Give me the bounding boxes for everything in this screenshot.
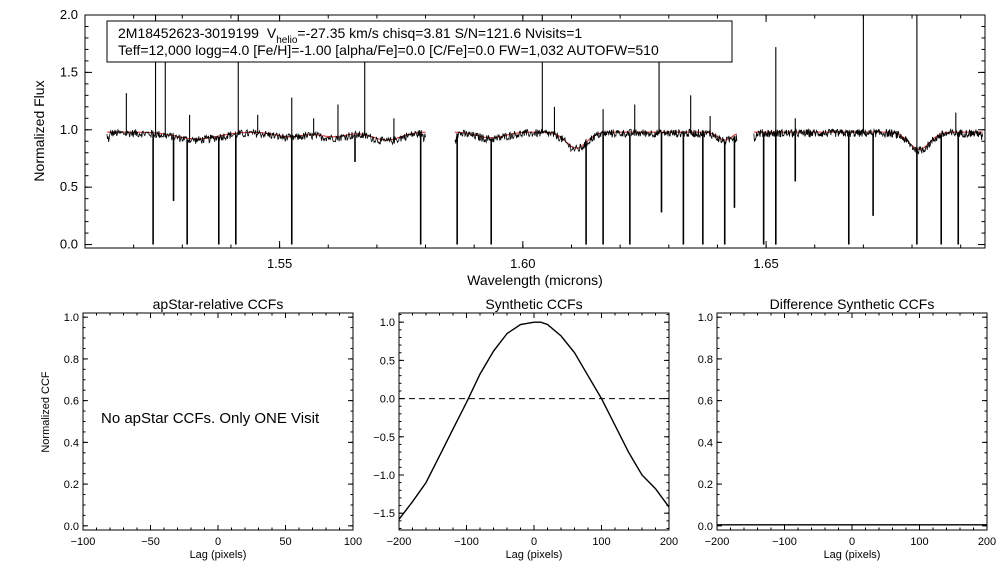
x-tick-label: −200 xyxy=(705,536,730,548)
synthetic-ccf-y-ticks: −1.5 −1.0 −0.5 0.0 0.5 1.0 xyxy=(373,314,669,529)
y-tick-label: 0.4 xyxy=(64,437,79,449)
y-tick-label: 0.0 xyxy=(698,521,713,533)
y-tick-label: 0.5 xyxy=(380,355,395,367)
y-tick-label: 0.4 xyxy=(698,437,713,449)
apstar-ccf-y-label: Normalized CCF xyxy=(40,371,52,453)
observed-spectrum-lines xyxy=(106,15,983,245)
x-tick-label: 1.65 xyxy=(753,256,778,271)
x-tick-label: 100 xyxy=(910,536,928,548)
synthetic-ccf-curve xyxy=(398,321,670,520)
y-tick-label: 0.8 xyxy=(698,354,713,366)
y-tick-label: 2.0 xyxy=(60,7,78,22)
info-line-1-values: =-27.35 km/s chisq=3.81 S/N=121.6 Nvisit… xyxy=(297,25,582,41)
spectrum-panel: 0.0 0.5 1.0 1.5 2.0 1.55 1.60 1.65 Wavelength … xyxy=(31,7,986,288)
spectrum-plot-frame xyxy=(84,14,986,249)
y-tick-label: 1.0 xyxy=(60,122,78,137)
x-tick-label: −50 xyxy=(141,536,160,548)
y-tick-label: 0.2 xyxy=(698,479,713,491)
y-tick-label: 1.5 xyxy=(60,64,78,79)
observed-spectrum-chip-3 xyxy=(753,127,983,155)
synthetic-ccf-frame xyxy=(398,312,670,531)
difference-ccf-x-label: Lag (pixels) xyxy=(824,549,881,561)
y-tick-label: 0.5 xyxy=(60,179,78,194)
y-tick-label: 0.0 xyxy=(64,521,79,533)
x-tick-label: 200 xyxy=(660,536,678,548)
difference-ccf-x-ticks: −200 −100 0 100 200 xyxy=(705,313,996,548)
info-line-1: 2M18452623-3019199 Vhelio=-27.35 km/s chi… xyxy=(118,25,582,46)
spectrum-x-axis-label: Wavelength (microns) xyxy=(467,272,603,288)
y-tick-label: −0.5 xyxy=(373,432,395,444)
star-id: 2M18452623-3019199 xyxy=(118,25,259,41)
synthetic-ccf-title: Synthetic CCFs xyxy=(485,296,582,312)
y-tick-label: −1.5 xyxy=(373,508,395,520)
synthetic-ccf-panel: −1.5 −1.0 −0.5 0.0 0.5 1.0 −200 −100 0 100 200 Sy… xyxy=(373,296,678,561)
x-tick-label: −200 xyxy=(387,536,412,548)
y-tick-label: 0.6 xyxy=(64,396,79,408)
y-tick-label: 0.2 xyxy=(64,479,79,491)
x-tick-label: 100 xyxy=(344,536,362,548)
x-tick-label: 50 xyxy=(279,536,291,548)
x-tick-label: 1.55 xyxy=(267,256,292,271)
synthetic-ccf-x-label: Lag (pixels) xyxy=(506,549,563,561)
x-tick-label: 1.60 xyxy=(510,256,535,271)
y-tick-label: 1.0 xyxy=(698,312,713,324)
info-line-2: Teff=12,000 logg=4.0 [Fe/H]=-1.00 [alpha… xyxy=(118,42,659,58)
vhelio-subscript: helio xyxy=(276,35,298,46)
observed-spectrum-chip-2 xyxy=(454,128,738,153)
apstar-ccf-title: apStar-relative CCFs xyxy=(153,296,284,312)
difference-ccf-y-ticks: 0.0 0.2 0.4 0.6 0.8 1.0 xyxy=(698,312,987,533)
info-box: 2M18452623-3019199 Vhelio=-27.35 km/s chi… xyxy=(106,20,733,63)
vhelio-label: V xyxy=(267,25,277,41)
observed-spectrum-chip-1 xyxy=(106,128,426,146)
difference-ccf-title: Difference Synthetic CCFs xyxy=(770,296,935,312)
x-tick-label: −100 xyxy=(454,536,479,548)
spectrum-y-axis-label: Normalized Flux xyxy=(31,80,47,181)
x-tick-label: −100 xyxy=(772,536,797,548)
spectrum-y-ticks: 0.0 0.5 1.0 1.5 2.0 xyxy=(60,7,985,252)
x-tick-label: 0 xyxy=(531,536,537,548)
synthetic-ccf-curve-group xyxy=(398,321,670,520)
x-tick-label: −100 xyxy=(71,536,96,548)
y-tick-label: −1.0 xyxy=(373,470,395,482)
x-tick-label: 100 xyxy=(592,536,610,548)
synthetic-ccf-x-ticks: −200 −100 0 100 200 xyxy=(387,313,678,548)
difference-ccf-panel: 0.0 0.2 0.4 0.6 0.8 1.0 −200 −100 0 100 200 Diffe… xyxy=(698,296,996,561)
y-tick-label: 0.8 xyxy=(64,354,79,366)
x-tick-label: 0 xyxy=(215,536,221,548)
difference-ccf-frame xyxy=(716,312,988,531)
x-tick-label: 0 xyxy=(849,536,855,548)
y-tick-label: 0.0 xyxy=(60,237,78,252)
no-apstar-ccf-note: No apStar CCFs. Only ONE Visit xyxy=(101,410,320,427)
x-tick-label: 200 xyxy=(978,536,996,548)
apstar-ccf-x-label: Lag (pixels) xyxy=(190,549,247,561)
spectrum-x-ticks: 1.55 1.60 1.65 xyxy=(84,15,962,271)
apstar-ccf-x-ticks: −100 −50 0 50 100 xyxy=(71,313,362,548)
apstar-ccf-panel: 0.0 0.2 0.4 0.6 0.8 1.0 −100 −50 0 50 100 apStar-… xyxy=(40,296,362,561)
y-tick-label: 0.0 xyxy=(380,394,395,406)
info-box-frame xyxy=(106,20,733,63)
y-tick-label: 1.0 xyxy=(380,317,395,329)
y-tick-label: 1.0 xyxy=(64,312,79,324)
y-tick-label: 0.6 xyxy=(698,396,713,408)
